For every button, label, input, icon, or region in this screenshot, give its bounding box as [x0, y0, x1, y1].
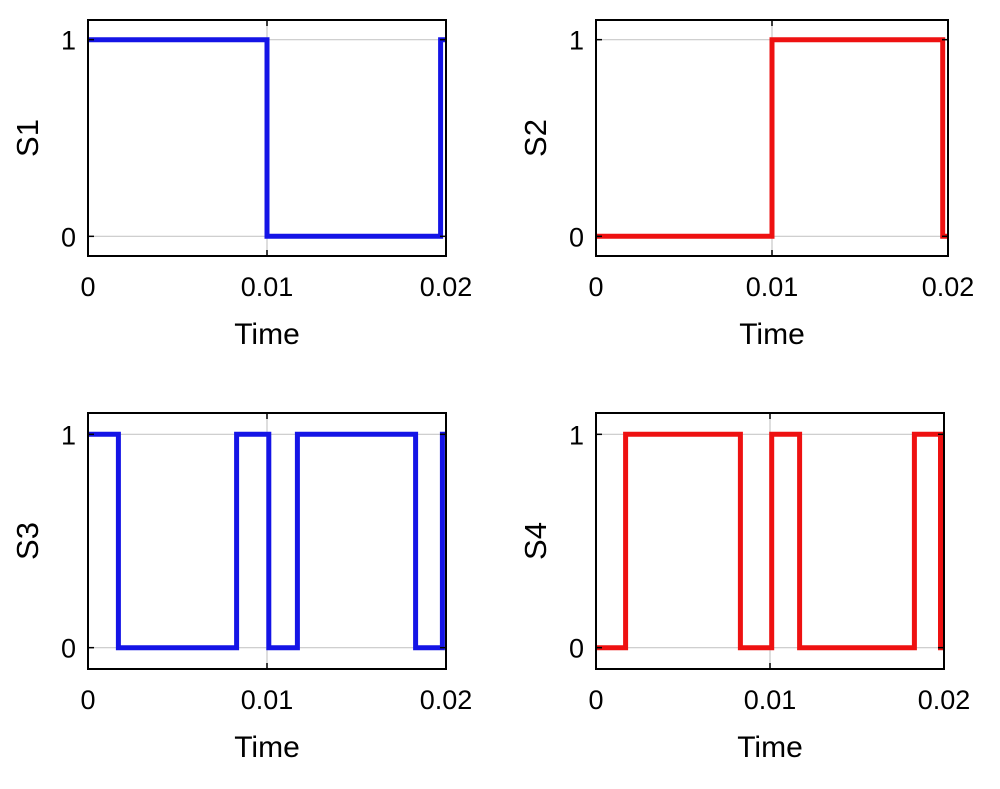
ytick-label-s1-0: 0 — [61, 222, 76, 252]
ytick-label-s2-1: 1 — [569, 26, 584, 56]
xtick-label-s3-2: 0.02 — [420, 685, 473, 715]
xtick-label-s2-2: 0.02 — [922, 272, 975, 302]
ytick-label-s4-0: 0 — [569, 634, 584, 664]
xtick-label-s3-0: 0 — [80, 685, 95, 715]
xtick-label-s1-0: 0 — [80, 272, 95, 302]
xtick-label-s4-1: 0.01 — [744, 685, 797, 715]
ylabel-s4: S4 — [518, 522, 553, 560]
ytick-label-s3-1: 1 — [61, 420, 76, 450]
ylabel-s1: S1 — [10, 119, 45, 157]
xlabel-s4: Time — [737, 731, 803, 764]
subplot-s2: 0 0.01 0.02 0 1 Time S2 — [518, 19, 975, 351]
ylabel-s3: S3 — [10, 522, 45, 560]
ytick-label-s3-0: 0 — [61, 634, 76, 664]
series-line-s3 — [88, 431, 446, 651]
xtick-label-s3-1: 0.01 — [241, 685, 294, 715]
xtick-label-s2-0: 0 — [588, 272, 603, 302]
xtick-label-s2-1: 0.01 — [746, 272, 799, 302]
xtick-label-s1-1: 0.01 — [241, 272, 294, 302]
ytick-label-s1-1: 1 — [61, 26, 76, 56]
xlabel-s2: Time — [739, 318, 805, 351]
subplot-s1: 0 0.01 0.02 0 1 Time S1 — [10, 19, 473, 351]
xtick-label-s4-0: 0 — [588, 685, 603, 715]
xtick-label-s4-2: 0.02 — [918, 685, 971, 715]
subplot-s3: 0 0.01 0.02 0 1 Time S3 — [10, 412, 473, 764]
series-line-s4 — [596, 431, 944, 651]
xlabel-s3: Time — [234, 731, 300, 764]
ytick-label-s4-1: 1 — [569, 420, 584, 450]
xtick-label-s1-2: 0.02 — [420, 272, 473, 302]
ylabel-s2: S2 — [518, 119, 553, 157]
subplot-s4: 0 0.01 0.02 0 1 Time S4 — [518, 412, 971, 764]
xlabel-s1: Time — [234, 318, 300, 351]
ytick-label-s2-0: 0 — [569, 222, 584, 252]
